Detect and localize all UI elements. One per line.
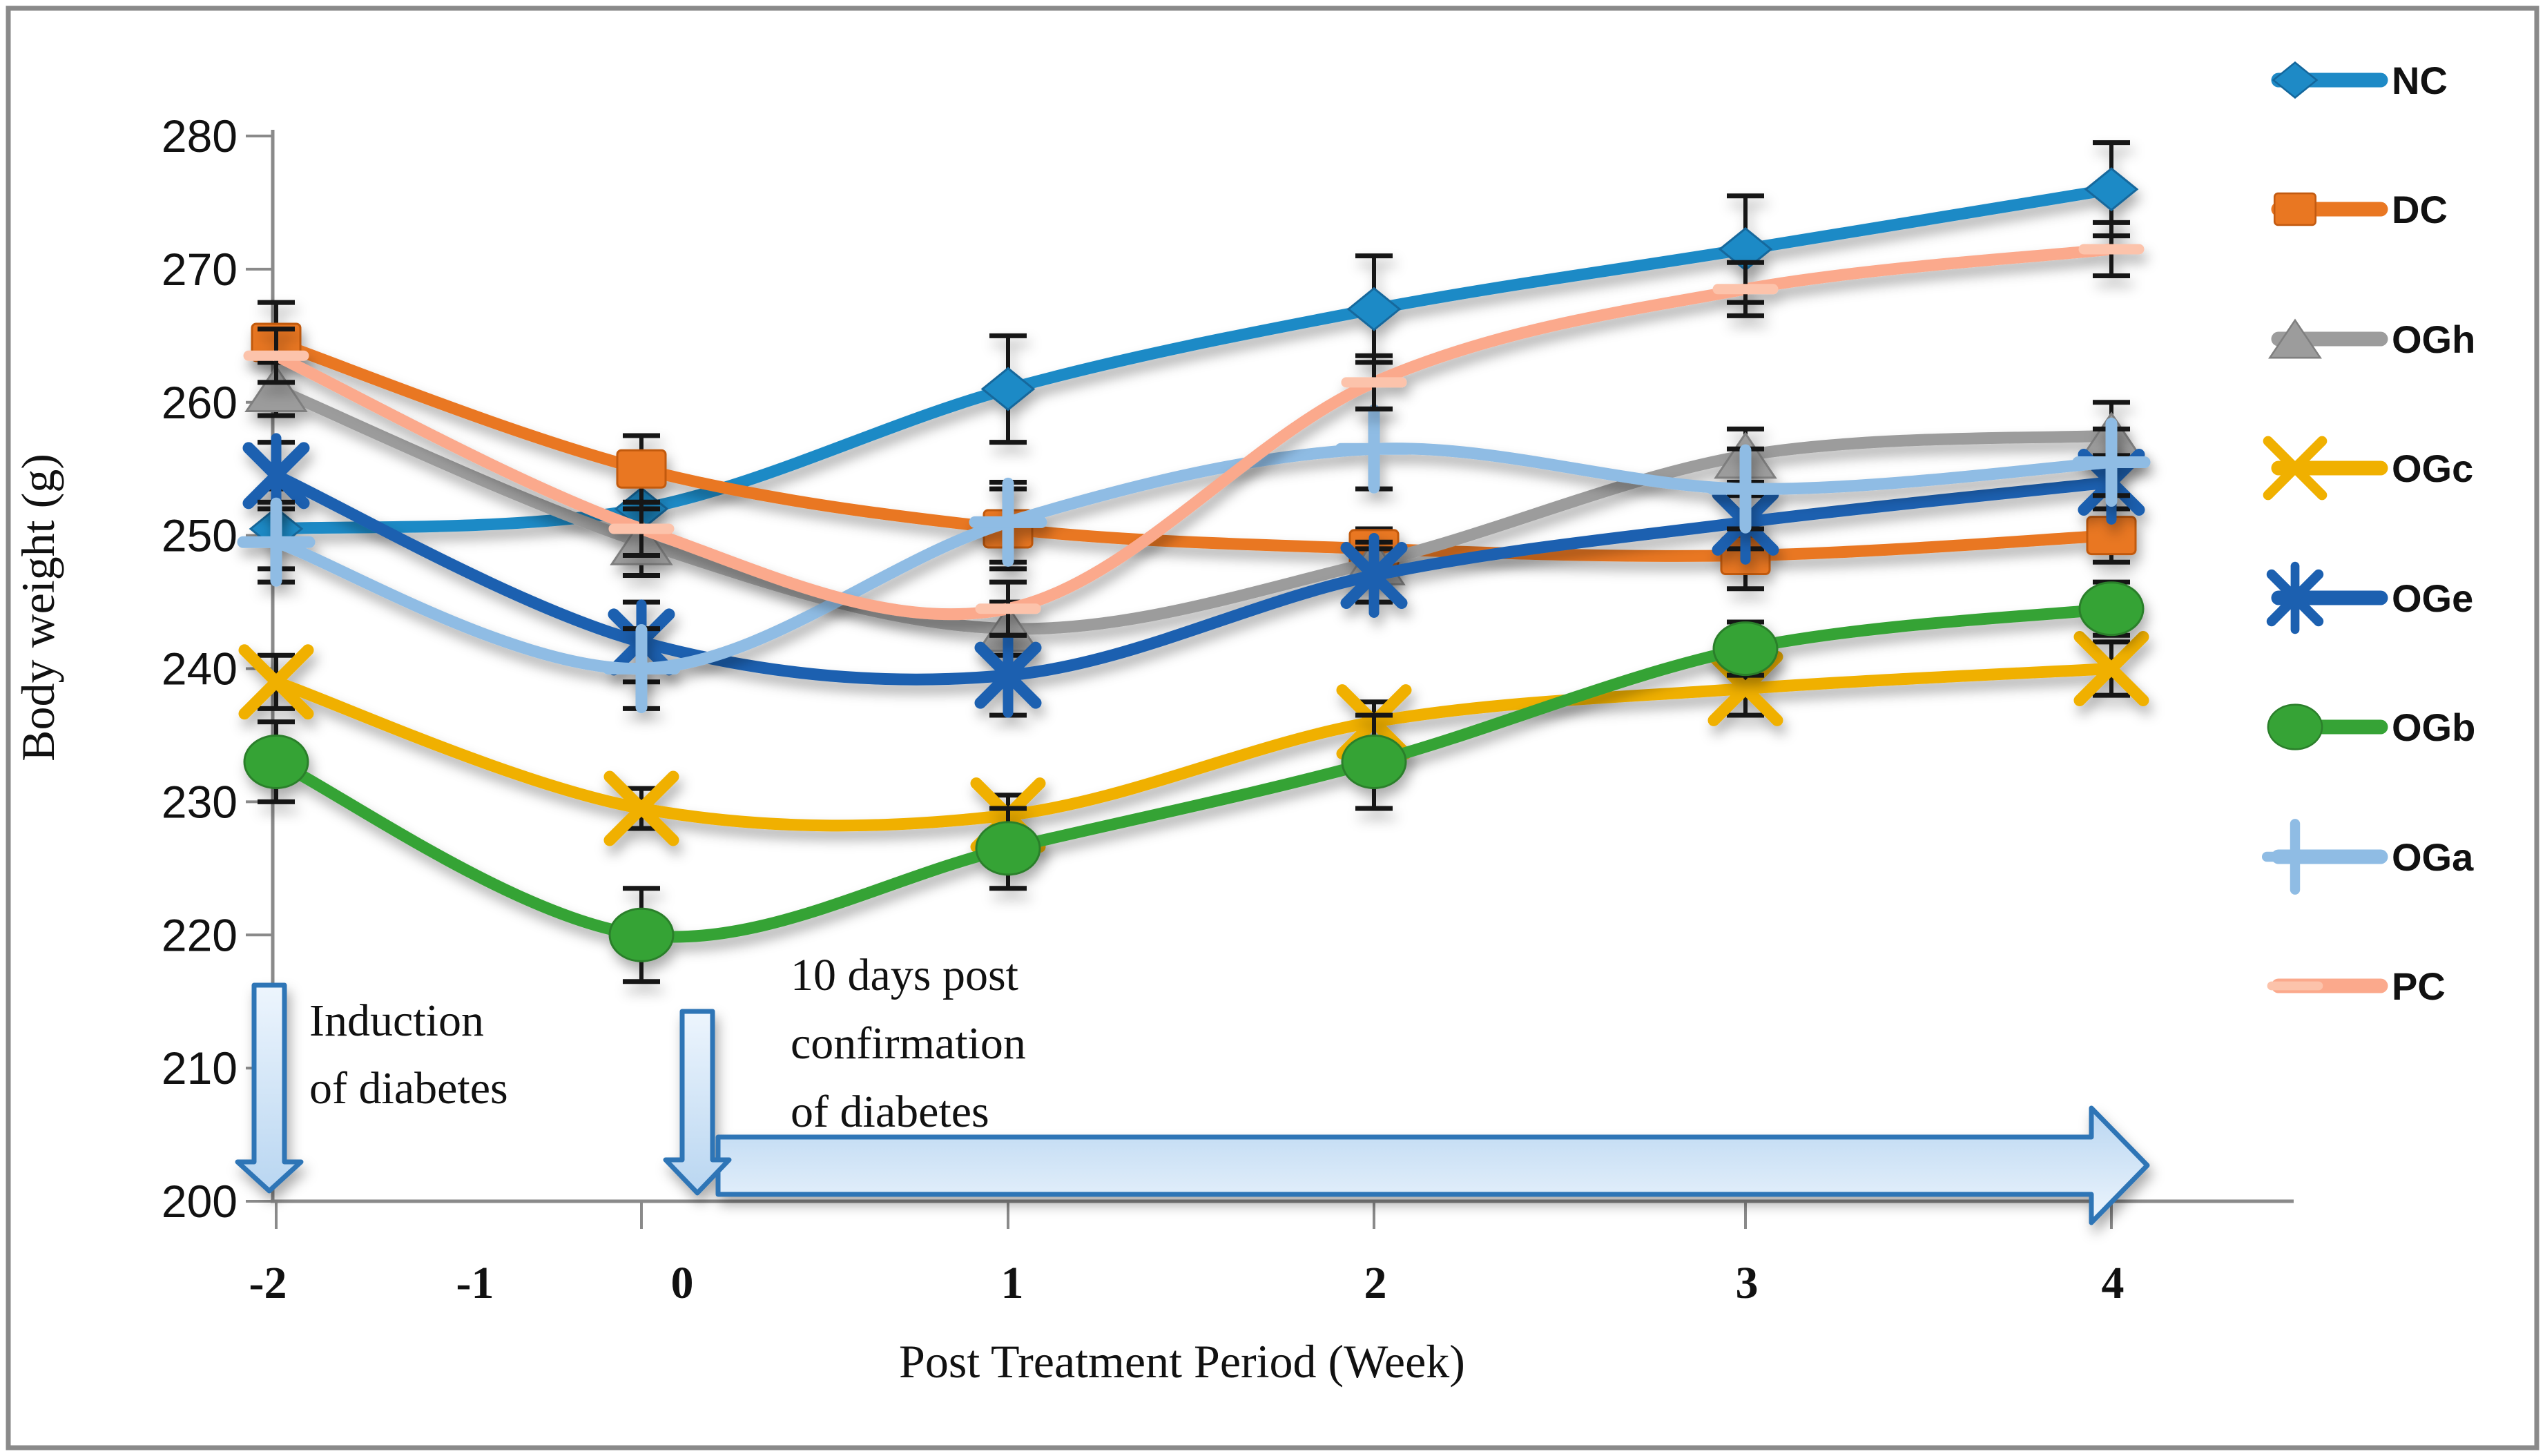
y-tick-label: 240 xyxy=(162,643,238,695)
x-tick-label: 3 xyxy=(1736,1258,1759,1308)
legend-label-OGc: OGc xyxy=(2392,447,2473,490)
y-tick-label: 280 xyxy=(162,110,238,162)
legend-marker-icon-OGe xyxy=(2266,561,2324,634)
annotation-confirmation-line: of diabetes xyxy=(791,1087,989,1137)
data-point-marker-NC xyxy=(2084,167,2139,212)
x-tick-label: -1 xyxy=(456,1258,494,1308)
x-tick-label: 2 xyxy=(1364,1258,1387,1308)
series-line-PC xyxy=(270,243,2118,621)
legend-marker-icon-DC xyxy=(2273,192,2317,226)
legend-item-OGc: OGc xyxy=(2263,436,2473,501)
legend-label-OGb: OGb xyxy=(2392,706,2475,749)
legend-marker-icon-OGb xyxy=(2267,703,2323,750)
data-point-marker-OGb xyxy=(2078,581,2145,637)
legend-item-OGa: OGa xyxy=(2261,819,2474,895)
data-point-marker-OGb xyxy=(1341,735,1407,790)
data-point-marker-OGb xyxy=(975,821,1041,876)
y-tick-label: 230 xyxy=(162,776,238,827)
induction-down-arrow-icon xyxy=(235,982,304,1194)
y-tick-label: 260 xyxy=(162,377,238,428)
x-tick-label: -2 xyxy=(249,1258,287,1308)
axes: 280 270 260 250 240 230 220 210 200-2 -1 0 1 2 3 4 Post… xyxy=(12,110,2294,1388)
annotation-induction-line: of diabetes xyxy=(309,1063,508,1114)
legend-item-OGb: OGb xyxy=(2267,703,2475,750)
legend-item-DC: DC xyxy=(2271,188,2448,231)
series-line-DC xyxy=(270,336,2118,562)
data-point-marker-OGc xyxy=(2073,631,2149,706)
data-point-marker-OGa xyxy=(2072,418,2151,507)
data-point-marker-OGa xyxy=(1706,444,1785,534)
y-tick-label: 210 xyxy=(162,1042,238,1094)
data-point-marker-OGe xyxy=(1340,532,1408,618)
y-tick-label: 270 xyxy=(162,244,238,295)
annotation-confirmation-line: 10 days post xyxy=(791,950,1018,1000)
data-point-marker-OGc xyxy=(603,770,679,846)
series-OGc xyxy=(238,631,2149,853)
y-tick-label: 250 xyxy=(162,510,238,561)
series-line-OGc xyxy=(270,663,2118,832)
figure-border xyxy=(6,6,2539,1450)
series-PC xyxy=(243,220,2145,638)
series-line-OGb xyxy=(270,603,2118,943)
legend-label-OGa: OGa xyxy=(2392,835,2474,879)
legend-item-OGe: OGe xyxy=(2266,561,2473,634)
legend-marker-icon-OGh xyxy=(2268,318,2322,359)
series-line-OGh xyxy=(270,382,2118,635)
data-point-marker-OGh xyxy=(244,365,308,412)
data-point-marker-OGa xyxy=(1335,404,1413,494)
annotation-induction-line: Induction xyxy=(309,996,484,1046)
data-point-marker-DC xyxy=(616,449,667,489)
legend-label-OGe: OGe xyxy=(2392,576,2473,620)
y-axis-title: Body weight (g) xyxy=(12,454,64,761)
legend-item-OGh: OGh xyxy=(2268,318,2475,361)
series-plot xyxy=(237,140,2151,984)
series-OGa xyxy=(237,404,2151,713)
legend: NC DC OGh OGc OGe OGb OGa PC xyxy=(2261,59,2475,1008)
data-point-marker-OGb xyxy=(243,735,309,790)
annotation-arrows xyxy=(235,982,2150,1225)
series-line-OGa xyxy=(270,443,2118,675)
timeline-right-arrow-icon xyxy=(715,1105,2150,1225)
x-tick-label: 0 xyxy=(671,1258,694,1308)
legend-label-OGh: OGh xyxy=(2392,318,2475,361)
legend-item-NC: NC xyxy=(2271,59,2448,102)
y-tick-label: 200 xyxy=(162,1176,238,1227)
confirmation-down-arrow-icon xyxy=(663,1009,732,1196)
annotations: Induction of diabetes 10 days post confirma… xyxy=(309,950,1026,1137)
data-point-marker-OGc xyxy=(238,644,314,720)
error-bars-OGa xyxy=(258,406,2130,711)
x-axis-title: Post Treatment Period (Week) xyxy=(899,1335,1465,1388)
series-line-OGe xyxy=(270,469,2118,686)
legend-item-PC: PC xyxy=(2267,964,2446,1008)
data-point-marker-NC xyxy=(1346,287,1402,331)
data-point-marker-NC xyxy=(980,367,1036,411)
data-point-marker-OGa xyxy=(602,624,681,713)
series-OGb xyxy=(243,579,2145,984)
legend-marker-icon-OGa xyxy=(2261,819,2329,895)
error-bars-PC xyxy=(258,220,2130,638)
data-point-marker-OGb xyxy=(1712,621,1779,677)
legend-label-PC: PC xyxy=(2392,964,2446,1008)
data-point-marker-OGb xyxy=(608,907,675,962)
data-point-marker-OGe xyxy=(974,632,1042,718)
legend-label-DC: DC xyxy=(2392,188,2448,231)
x-tick-label: 1 xyxy=(1001,1258,1024,1308)
data-point-marker-OGa xyxy=(237,497,316,587)
x-tick-label: 4 xyxy=(2102,1258,2125,1308)
y-tick-label: 220 xyxy=(162,909,238,960)
data-point-marker-OGa xyxy=(969,477,1047,567)
legend-label-NC: NC xyxy=(2392,59,2448,102)
legend-marker-icon-OGc xyxy=(2263,436,2328,501)
legend-marker-icon-NC xyxy=(2272,61,2319,99)
annotation-confirmation-line: confirmation xyxy=(791,1018,1026,1069)
